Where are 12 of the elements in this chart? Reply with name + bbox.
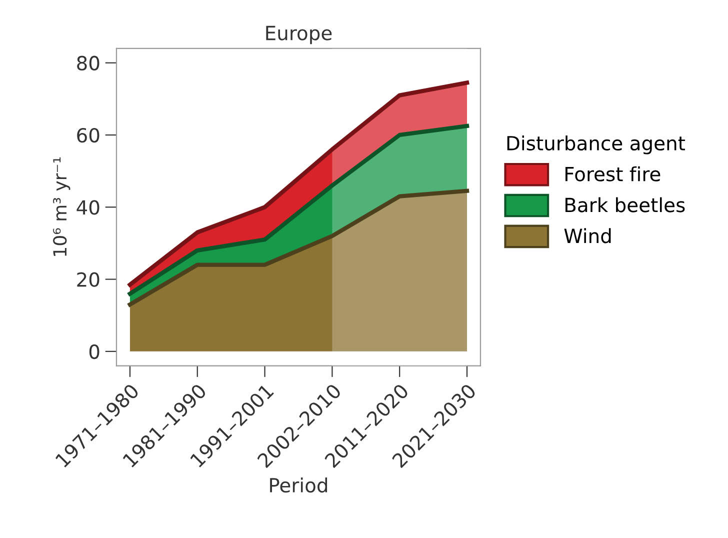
legend-label: Wind	[564, 228, 611, 244]
legend-label: Bark beetles	[566, 197, 685, 212]
y-tick-label: 80	[77, 56, 100, 71]
y-axis-title: 10⁶ m³ yr⁻¹	[53, 157, 70, 256]
y-tick-label: 60	[77, 128, 100, 143]
legend-label: Forest fire	[566, 166, 660, 182]
y-tick-label: 20	[77, 272, 100, 287]
y-tick-label: 0	[89, 344, 100, 360]
x-axis-title: Period	[270, 478, 328, 493]
chart-title: Europe	[266, 26, 332, 44]
y-tick-label: 40	[76, 200, 100, 215]
legend-title: Disturbance agent	[507, 135, 686, 154]
